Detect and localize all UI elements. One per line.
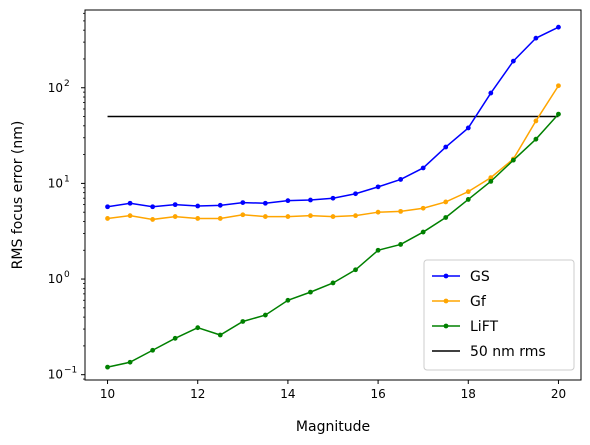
data-point-gs xyxy=(308,197,313,203)
data-point-gf xyxy=(308,213,313,219)
x-axis-label: Magnitude xyxy=(296,419,370,435)
data-point-gs xyxy=(105,204,110,210)
data-point-gs xyxy=(533,35,539,41)
data-point-gf xyxy=(105,216,110,221)
data-point-gf xyxy=(262,214,268,219)
data-point-lift xyxy=(150,347,156,353)
data-point-lift xyxy=(330,280,336,286)
data-point-lift xyxy=(420,229,426,235)
y-tick-exponent: −1 xyxy=(64,366,77,376)
data-point-gs xyxy=(285,198,291,204)
y-tick-exponent: 0 xyxy=(64,270,70,280)
x-tick-label: 16 xyxy=(370,387,385,401)
y-tick-exponent: 2 xyxy=(64,79,70,89)
legend-label-gf: Gf xyxy=(470,294,487,310)
y-tick-label: 10 xyxy=(48,368,63,382)
data-point-gf xyxy=(217,216,223,221)
data-point-gs xyxy=(262,200,268,206)
x-tick-label: 20 xyxy=(551,387,566,401)
data-point-gs xyxy=(127,200,133,206)
data-point-gs xyxy=(510,58,516,64)
data-point-lift xyxy=(217,332,223,338)
y-tick-label: 10 xyxy=(48,272,63,286)
data-point-gf xyxy=(398,208,404,214)
data-point-gf xyxy=(195,216,201,221)
plot-frame xyxy=(84,9,582,381)
data-point-gs xyxy=(556,24,561,30)
legend-label-50-nm-rms: 50 nm rms xyxy=(470,344,546,360)
data-point-gf xyxy=(375,209,381,215)
legend-marker-gf xyxy=(443,298,449,304)
data-point-gs xyxy=(150,204,156,210)
data-point-gs xyxy=(465,125,471,131)
plot-content xyxy=(105,24,561,370)
data-point-gf xyxy=(488,175,494,180)
x-tick-label: 12 xyxy=(190,387,205,401)
data-point-gs xyxy=(420,165,426,171)
x-axis-ticks: 10 12 14 16 18 20 xyxy=(100,380,566,401)
data-point-lift xyxy=(127,359,133,365)
data-point-gf xyxy=(240,212,246,218)
data-point-lift xyxy=(443,215,449,220)
data-point-lift xyxy=(353,267,358,273)
data-point-lift xyxy=(172,335,178,341)
legend-box xyxy=(423,259,575,371)
legend: GS Gf LiFT 50 nm rms xyxy=(423,259,575,371)
data-point-lift xyxy=(556,111,561,117)
data-point-lift xyxy=(398,242,404,247)
data-point-gs xyxy=(488,90,494,96)
data-point-gs xyxy=(172,202,178,208)
data-point-gf xyxy=(127,213,133,219)
data-point-gs xyxy=(443,144,449,150)
legend-label-lift: LiFT xyxy=(470,319,498,335)
data-point-lift xyxy=(262,312,268,318)
data-point-lift xyxy=(105,364,110,370)
data-point-lift xyxy=(488,178,494,184)
data-point-gf xyxy=(150,217,156,222)
data-point-gf xyxy=(353,213,358,219)
x-tick-label: 14 xyxy=(280,387,295,401)
data-point-lift xyxy=(308,289,313,295)
data-point-gf xyxy=(285,214,291,219)
data-point-gs xyxy=(398,177,404,182)
data-point-lift xyxy=(465,197,471,202)
y-axis-label: RMS focus error (nm) xyxy=(10,121,26,270)
legend-marker-gs xyxy=(443,273,449,279)
legend-label-gs: GS xyxy=(470,269,490,285)
data-point-lift xyxy=(285,297,291,303)
data-point-gf xyxy=(420,205,426,211)
x-tick-label: 18 xyxy=(461,387,476,401)
data-point-gs xyxy=(195,203,201,209)
data-point-lift xyxy=(375,247,381,253)
data-point-gf xyxy=(465,189,471,195)
data-point-gs xyxy=(217,202,223,208)
data-point-gf xyxy=(556,83,561,89)
data-point-gf xyxy=(330,214,336,219)
y-tick-label: 10 xyxy=(48,176,63,190)
data-point-lift xyxy=(533,136,539,142)
data-point-gs xyxy=(375,184,381,190)
data-point-gs xyxy=(353,191,358,197)
data-point-gf xyxy=(533,118,539,124)
data-point-lift xyxy=(195,325,201,331)
data-point-gs xyxy=(240,200,246,205)
x-tick-label: 10 xyxy=(100,387,115,401)
y-tick-exponent: 1 xyxy=(64,174,70,184)
data-point-lift xyxy=(240,319,246,324)
data-point-gf xyxy=(443,199,449,205)
y-tick-label: 10 xyxy=(48,81,63,95)
legend-marker-lift xyxy=(443,323,449,329)
data-point-lift xyxy=(510,157,516,163)
data-point-gf xyxy=(172,214,178,219)
data-point-gs xyxy=(330,195,336,201)
